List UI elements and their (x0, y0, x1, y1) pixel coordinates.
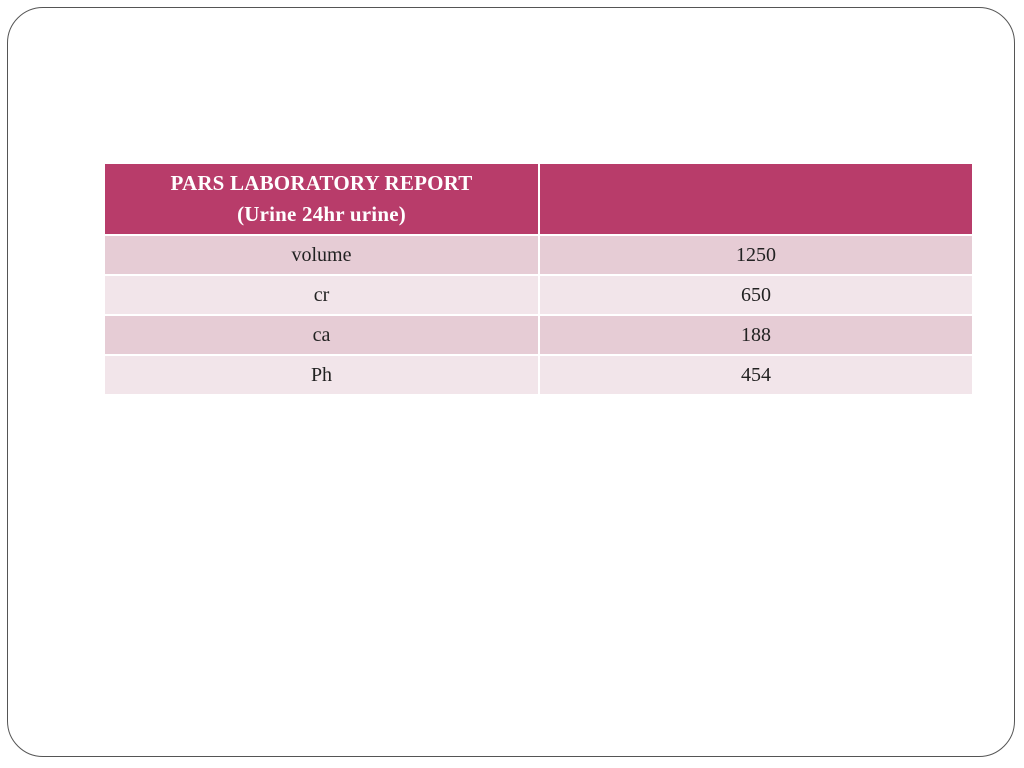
row-label: cr (103, 274, 540, 316)
report-title: PARS LABORATORY REPORT (170, 171, 473, 195)
report-subtitle: (Urine 24hr urine) (237, 202, 406, 226)
row-value: 454 (538, 354, 974, 396)
table-header-row: PARS LABORATORY REPORT (Urine 24hr urine… (103, 162, 974, 236)
row-label: volume (103, 234, 540, 276)
row-value: 188 (538, 314, 974, 356)
table-row: Ph 454 (103, 354, 974, 396)
header-empty-cell (538, 162, 974, 236)
table-row: volume 1250 (103, 234, 974, 276)
lab-report-table: PARS LABORATORY REPORT (Urine 24hr urine… (103, 162, 974, 396)
row-value: 650 (538, 274, 974, 316)
row-value: 1250 (538, 234, 974, 276)
row-label: ca (103, 314, 540, 356)
table-row: cr 650 (103, 274, 974, 316)
header-title-cell: PARS LABORATORY REPORT (Urine 24hr urine… (103, 162, 540, 236)
table-row: ca 188 (103, 314, 974, 356)
row-label: Ph (103, 354, 540, 396)
